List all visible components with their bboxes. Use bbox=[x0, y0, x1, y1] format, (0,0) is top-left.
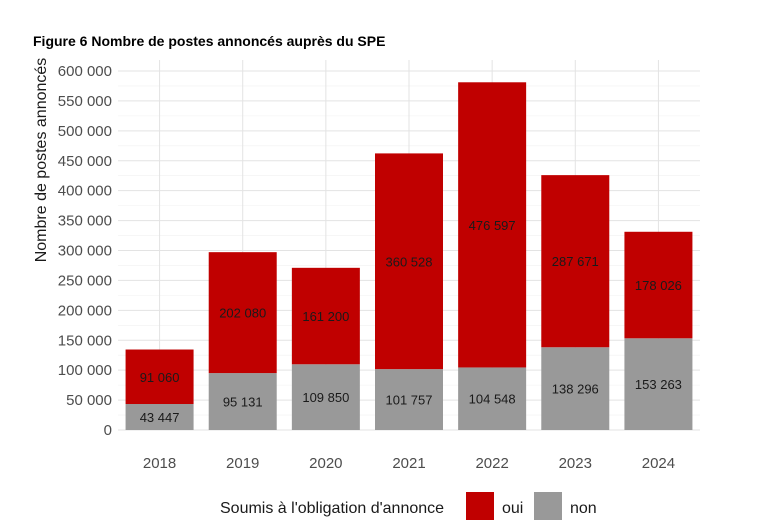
y-tick-label: 350 000 bbox=[58, 213, 112, 230]
data-label-non-2019: 95 131 bbox=[223, 395, 263, 410]
y-tick-label: 250 000 bbox=[58, 272, 112, 289]
bars bbox=[125, 82, 693, 430]
bar-oui-2019 bbox=[208, 252, 277, 374]
x-tick-label: 2019 bbox=[226, 455, 259, 472]
legend-label-non: non bbox=[570, 500, 597, 517]
data-label-oui-2020: 161 200 bbox=[302, 309, 349, 324]
y-tick-label: 550 000 bbox=[58, 93, 112, 110]
y-tick-label: 600 000 bbox=[58, 63, 112, 80]
y-tick-label: 0 bbox=[104, 422, 112, 439]
data-label-oui-2021: 360 528 bbox=[386, 254, 433, 269]
x-tick-label: 2018 bbox=[143, 455, 176, 472]
x-tick-label: 2024 bbox=[642, 455, 675, 472]
y-tick-label: 50 000 bbox=[66, 392, 112, 409]
y-tick-label: 100 000 bbox=[58, 362, 112, 379]
x-tick-label: 2021 bbox=[392, 455, 425, 472]
y-tick-label: 200 000 bbox=[58, 302, 112, 319]
bar-oui-2021 bbox=[375, 153, 443, 370]
y-axis: 0 50 000 100 000 150 000 200 000 250 000 300 0… bbox=[58, 63, 112, 439]
data-label-oui-2024: 178 026 bbox=[635, 278, 682, 293]
bar-oui-2018 bbox=[125, 349, 194, 405]
data-label-oui-2019: 202 080 bbox=[219, 306, 266, 321]
x-tick-label: 2020 bbox=[309, 455, 342, 472]
data-label-non-2018: 43 447 bbox=[140, 410, 180, 425]
legend-title: Soumis à l'obligation d'annonce bbox=[220, 500, 444, 517]
y-tick-label: 150 000 bbox=[58, 332, 112, 349]
data-label-oui-2023: 287 671 bbox=[552, 254, 599, 269]
x-axis: 2018 2019 2020 2021 2022 2023 2024 bbox=[143, 455, 675, 472]
bar-non-2021 bbox=[375, 369, 443, 430]
legend-key-oui bbox=[466, 492, 494, 520]
x-tick-label: 2023 bbox=[559, 455, 592, 472]
bar-oui-2024 bbox=[624, 231, 693, 339]
bar-oui-2023 bbox=[541, 175, 610, 348]
bar-oui-2020 bbox=[291, 267, 360, 365]
data-label-non-2023: 138 296 bbox=[552, 382, 599, 397]
bar-non-2020 bbox=[291, 364, 360, 430]
legend-key-non bbox=[534, 492, 562, 520]
data-label-oui-2022: 476 597 bbox=[469, 218, 516, 233]
bar-non-2019 bbox=[208, 373, 277, 430]
y-tick-label: 500 000 bbox=[58, 123, 112, 140]
data-label-non-2021: 101 757 bbox=[386, 393, 433, 408]
bar-oui-2022 bbox=[458, 82, 527, 368]
data-label-oui-2018: 91 060 bbox=[140, 370, 180, 385]
data-label-non-2024: 153 263 bbox=[635, 377, 682, 392]
legend: Soumis à l'obligation d'annonce oui non bbox=[220, 492, 597, 520]
bar-non-2023 bbox=[541, 347, 610, 430]
y-tick-label: 450 000 bbox=[58, 153, 112, 170]
data-label-non-2020: 109 850 bbox=[302, 390, 349, 405]
chart-title: Figure 6 Nombre de postes annoncés auprè… bbox=[33, 33, 385, 49]
data-label-non-2022: 104 548 bbox=[469, 392, 516, 407]
y-tick-label: 300 000 bbox=[58, 243, 112, 260]
bar-non-2018 bbox=[125, 404, 194, 430]
bar-non-2024 bbox=[624, 338, 693, 430]
bar-non-2022 bbox=[458, 367, 527, 430]
x-tick-label: 2022 bbox=[475, 455, 508, 472]
data-labels: 43 447 91 060 95 131 202 080 109 850 161 200 1… bbox=[140, 218, 682, 425]
legend-label-oui: oui bbox=[502, 500, 523, 517]
y-axis-title: Nombre de postes annoncés bbox=[33, 58, 50, 263]
y-tick-label: 400 000 bbox=[58, 183, 112, 200]
